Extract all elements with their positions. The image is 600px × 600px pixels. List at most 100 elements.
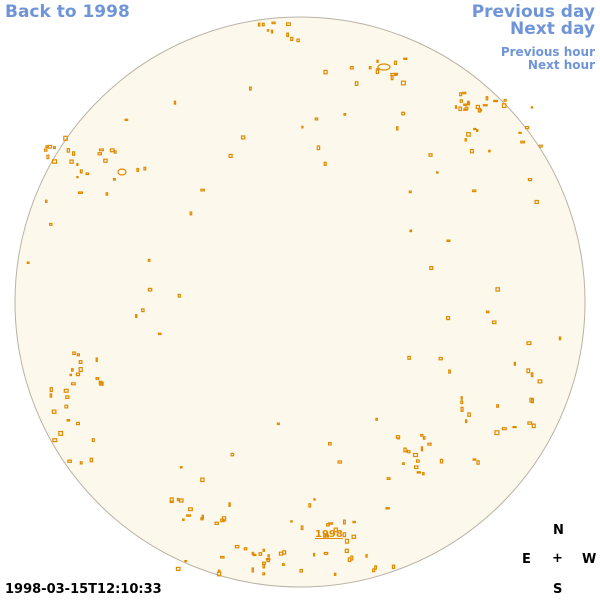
active-region-contour xyxy=(276,422,280,426)
observation-timestamp: 1998-03-15T12:10:33 xyxy=(5,582,162,597)
active-region-contour xyxy=(51,159,58,164)
active-region-contour xyxy=(472,458,477,461)
active-region-contour xyxy=(251,551,255,556)
active-region-contour xyxy=(97,152,102,156)
active-region-contour xyxy=(333,527,338,533)
active-region-contour xyxy=(342,532,347,538)
active-region-contour xyxy=(143,166,147,171)
active-region-contour xyxy=(469,148,474,154)
active-region-contour xyxy=(200,477,205,483)
active-region-contour xyxy=(136,167,140,172)
previous-hour-link[interactable]: Previous hour xyxy=(500,45,595,59)
next-hour-link[interactable]: Next hour xyxy=(527,58,595,72)
compass-west-label: W xyxy=(582,552,597,567)
active-region-contour xyxy=(169,500,174,504)
active-region-contour xyxy=(485,96,489,101)
active-region-contour xyxy=(422,472,425,476)
active-region-contour xyxy=(492,320,497,325)
active-region-contour xyxy=(76,353,81,357)
active-region-contour xyxy=(349,65,354,70)
active-region-contour xyxy=(323,533,327,539)
active-region-contour xyxy=(377,63,391,71)
active-region-contour xyxy=(448,369,451,374)
active-region-contour xyxy=(52,146,56,150)
active-region-contour xyxy=(477,107,482,113)
active-region-contour xyxy=(117,168,127,176)
active-region-contour xyxy=(65,395,70,399)
active-region-contour xyxy=(290,36,294,42)
active-region-contour xyxy=(262,548,266,552)
active-region-contour xyxy=(351,534,357,539)
active-region-contour xyxy=(169,497,174,503)
active-region-contour xyxy=(466,132,471,137)
active-region-contour xyxy=(460,406,464,412)
active-region-contour xyxy=(459,99,464,103)
active-region-contour xyxy=(372,568,376,573)
active-region-contour xyxy=(386,477,391,481)
active-region-contour xyxy=(91,438,95,443)
active-region-contour xyxy=(347,557,352,563)
active-region-contour xyxy=(537,379,543,384)
active-region-contour xyxy=(228,502,231,507)
next-day-link[interactable]: Next day xyxy=(510,19,595,39)
active-region-contour xyxy=(494,430,500,436)
active-region-contours xyxy=(26,21,562,577)
active-region-contour xyxy=(98,148,104,152)
active-region-contour xyxy=(63,388,69,393)
active-region-contour xyxy=(124,118,129,122)
active-region-contour xyxy=(69,159,74,164)
active-region-contour xyxy=(89,457,94,463)
active-region-contour xyxy=(262,572,266,576)
active-region-contour xyxy=(390,75,394,81)
active-region-contour xyxy=(530,372,534,378)
active-region-contour xyxy=(103,158,108,163)
active-region-contour xyxy=(234,544,240,549)
active-region-contour xyxy=(323,551,329,555)
active-region-contour xyxy=(518,131,522,134)
active-region-contour xyxy=(323,161,327,166)
active-region-contour xyxy=(265,557,271,561)
active-region-contour xyxy=(530,398,534,404)
active-region-contour xyxy=(465,419,468,424)
active-region-contour xyxy=(454,105,458,109)
compass-center-mark: + xyxy=(552,551,563,566)
active-region-contour xyxy=(71,151,76,156)
active-region-contour xyxy=(531,423,536,429)
active-region-contour xyxy=(314,117,319,121)
previous-day-link[interactable]: Previous day xyxy=(471,2,595,22)
active-region-contour xyxy=(200,188,205,192)
active-region-contour xyxy=(376,59,379,64)
back-to-year-link[interactable]: Back to 1998 xyxy=(5,2,130,22)
year-link[interactable]: 1998 xyxy=(315,529,343,540)
active-region-contour xyxy=(188,507,193,512)
active-region-contour xyxy=(79,461,83,465)
active-region-contour xyxy=(218,569,221,573)
active-region-contour xyxy=(296,38,300,43)
active-region-contour xyxy=(520,140,525,144)
active-region-contour xyxy=(467,412,471,417)
active-region-contour xyxy=(189,211,193,216)
active-region-contour xyxy=(200,517,204,521)
active-region-contour xyxy=(534,199,539,205)
active-region-contour xyxy=(249,86,252,91)
active-region-contour xyxy=(257,22,261,27)
active-region-contour xyxy=(95,377,100,381)
active-region-contour xyxy=(157,332,162,336)
active-region-contour xyxy=(530,106,534,109)
active-region-contour xyxy=(267,554,270,558)
active-region-contour xyxy=(524,125,530,130)
compass-north-label: N xyxy=(553,523,564,538)
active-region-contour xyxy=(352,520,356,524)
active-region-contour xyxy=(301,125,304,129)
active-region-contour xyxy=(109,148,115,153)
active-region-contour xyxy=(526,341,532,346)
active-region-contour xyxy=(313,498,316,501)
active-region-contour xyxy=(78,360,83,365)
active-region-contour xyxy=(394,72,399,76)
active-region-contour xyxy=(422,436,426,440)
active-region-contour xyxy=(63,135,68,141)
active-region-contour xyxy=(344,548,349,553)
active-region-contour xyxy=(67,459,72,463)
active-region-contour xyxy=(186,514,192,517)
